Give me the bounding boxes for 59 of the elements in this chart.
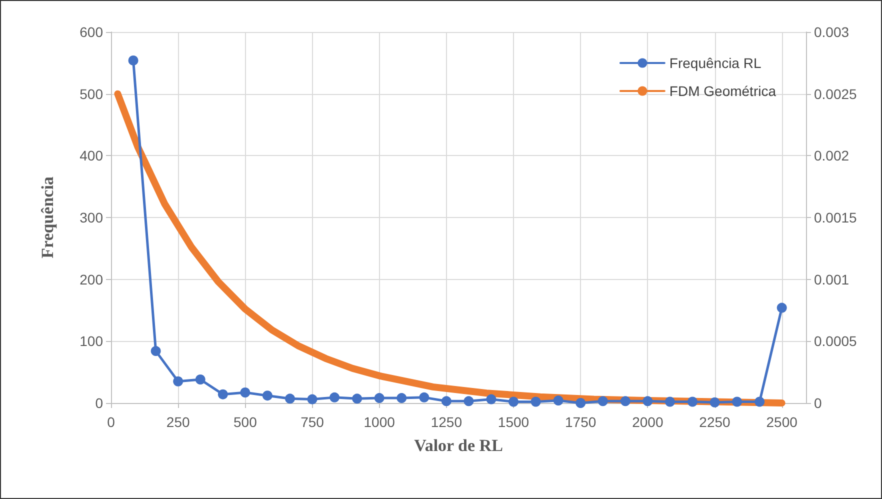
point xyxy=(754,396,765,407)
point xyxy=(240,387,250,398)
point xyxy=(688,396,698,407)
y-tick-label: 600 xyxy=(80,24,104,40)
y2-tick-label: 0.002 xyxy=(814,148,850,164)
point xyxy=(598,396,608,406)
y-tick-label: 100 xyxy=(80,333,104,350)
y-tick-label: 200 xyxy=(80,271,104,288)
point xyxy=(553,396,564,406)
x-tick-label: 2000 xyxy=(632,414,664,430)
point xyxy=(374,393,384,404)
legend-label: Frequência RL xyxy=(669,55,762,71)
point xyxy=(710,397,720,408)
y2-tick-label: 0.003 xyxy=(814,24,850,40)
point xyxy=(732,396,742,407)
x-tick-label: 1000 xyxy=(364,414,396,430)
x-tick-label: 1500 xyxy=(498,414,530,430)
y2-tick-label: 0.0015 xyxy=(814,210,858,226)
y2-tick-label: 0 xyxy=(814,395,822,411)
point xyxy=(441,396,452,406)
point xyxy=(218,389,228,400)
x-tick-label: 250 xyxy=(166,414,190,430)
x-tick-label: 1750 xyxy=(565,414,596,430)
point xyxy=(396,393,407,404)
y-tick-label: 500 xyxy=(80,86,104,102)
point xyxy=(642,396,653,406)
legend-label: FDM Geométrica xyxy=(669,83,776,99)
point xyxy=(262,390,272,401)
y2-tick-label: 0.001 xyxy=(814,271,850,288)
point xyxy=(419,392,430,402)
point xyxy=(195,374,206,384)
point xyxy=(576,398,586,408)
point xyxy=(352,394,362,404)
y2-tick-label: 0.0005 xyxy=(814,333,858,350)
point xyxy=(284,394,295,404)
point xyxy=(508,396,519,407)
point xyxy=(330,392,340,402)
y-tick-label: 300 xyxy=(80,210,104,226)
point xyxy=(530,396,541,407)
x-tick-label: 500 xyxy=(233,414,258,430)
point xyxy=(776,302,787,313)
x-tick-label: 2250 xyxy=(699,414,731,430)
point xyxy=(128,55,138,66)
point xyxy=(486,394,496,404)
y-tick-label: 0 xyxy=(95,395,104,411)
x-tick-label: 2500 xyxy=(766,414,798,430)
x-tick-label: 0 xyxy=(107,414,116,430)
point xyxy=(173,376,184,386)
point xyxy=(307,394,318,404)
y-axis-title: Frequência xyxy=(38,176,57,258)
point xyxy=(464,396,474,406)
x-tick-label: 1250 xyxy=(430,414,462,430)
x-axis-title: Valor de RL xyxy=(414,436,503,455)
point xyxy=(150,346,161,356)
point xyxy=(620,396,630,406)
x-tick-label: 750 xyxy=(300,414,324,430)
point xyxy=(664,396,675,407)
y-tick-label: 400 xyxy=(80,148,104,164)
y2-tick-label: 0.0025 xyxy=(814,86,858,102)
